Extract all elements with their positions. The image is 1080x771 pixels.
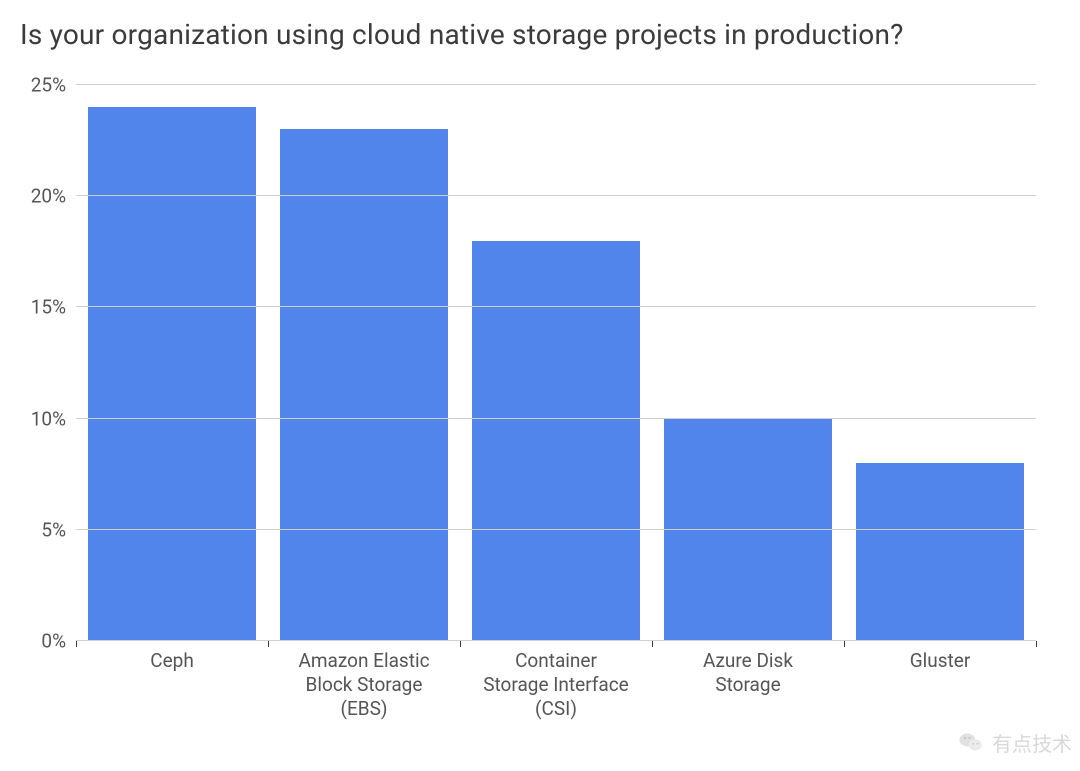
gridline — [76, 306, 1036, 307]
bar-chart: Is your organization using cloud native … — [20, 18, 1060, 720]
x-axis-label: Container Storage Interface (CSI) — [460, 649, 652, 720]
bar-slot — [844, 85, 1036, 641]
x-axis-tick — [652, 641, 653, 647]
y-axis-label: 15% — [31, 296, 76, 319]
x-axis-label: Ceph — [76, 649, 268, 720]
bar — [280, 129, 449, 641]
x-axis-tick — [844, 641, 845, 647]
x-axis-label: Azure Disk Storage — [652, 649, 844, 720]
chart-title: Is your organization using cloud native … — [20, 18, 1060, 51]
gridline — [76, 418, 1036, 419]
x-axis-label: Amazon Elastic Block Storage (EBS) — [268, 649, 460, 720]
y-axis-label: 20% — [31, 185, 76, 208]
gridline — [76, 195, 1036, 196]
y-axis-label: 25% — [31, 74, 76, 97]
x-axis-tick — [460, 641, 461, 647]
bar-slot — [268, 85, 460, 641]
bar-slot — [460, 85, 652, 641]
bar — [88, 107, 257, 641]
gridline — [76, 84, 1036, 85]
bar-slot — [76, 85, 268, 641]
x-axis-labels: CephAmazon Elastic Block Storage (EBS)Co… — [76, 649, 1036, 720]
x-axis-tick — [268, 641, 269, 647]
x-axis-label: Gluster — [844, 649, 1036, 720]
bar-slot — [652, 85, 844, 641]
x-axis-tick — [76, 641, 77, 647]
x-axis-tick — [1036, 641, 1037, 647]
watermark: 有点技术 — [956, 727, 1072, 757]
y-axis-label: 5% — [41, 518, 76, 541]
bar — [472, 241, 641, 641]
y-axis-label: 0% — [41, 630, 76, 653]
gridline — [76, 640, 1036, 641]
wechat-icon — [956, 727, 986, 757]
bars-container — [76, 85, 1036, 641]
y-axis-label: 10% — [31, 407, 76, 430]
bar — [856, 463, 1025, 641]
plot-area: 0%5%10%15%20%25% — [76, 85, 1036, 641]
watermark-text: 有点技术 — [992, 728, 1072, 757]
gridline — [76, 529, 1036, 530]
